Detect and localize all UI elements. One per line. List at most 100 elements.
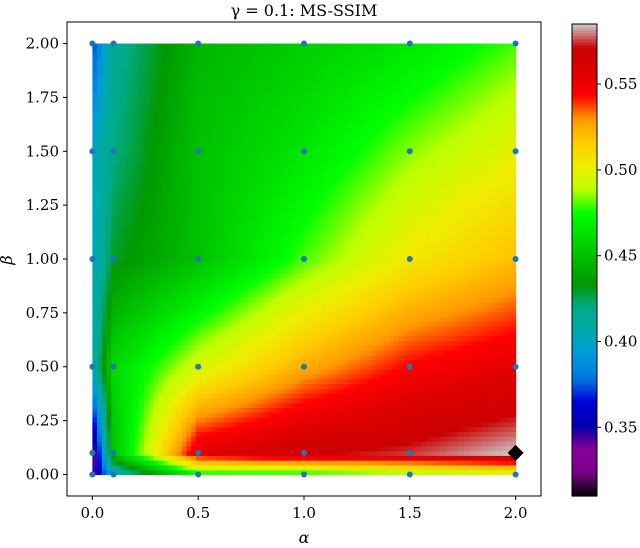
heatmap-cell: [209, 302, 216, 308]
heatmap-cell: [332, 302, 338, 308]
heatmap-cell: [289, 440, 296, 447]
heatmap-cell: [271, 460, 277, 466]
heatmap-cell: [195, 330, 202, 337]
heatmap-cell: [308, 273, 314, 279]
heatmap-cell: [360, 417, 366, 423]
heatmap-cell: [365, 469, 371, 476]
heatmap-cell: [336, 417, 343, 423]
heatmap-cell: [454, 455, 460, 461]
heatmap-cell: [402, 464, 409, 471]
heatmap-cell: [459, 407, 465, 413]
heatmap-cell: [449, 407, 456, 413]
heatmap-cell: [200, 460, 206, 466]
heatmap-cell: [402, 316, 409, 322]
heatmap-cell: [426, 287, 432, 294]
heatmap-cell: [369, 215, 376, 222]
heatmap-cell: [294, 388, 300, 394]
heatmap-cell: [407, 263, 413, 270]
heatmap-cell: [435, 235, 441, 241]
heatmap-cell: [134, 268, 141, 274]
heatmap-cell: [435, 311, 441, 318]
heatmap-cell: [158, 426, 164, 432]
heatmap-cell: [510, 292, 517, 298]
heatmap-cell: [369, 426, 376, 432]
heatmap-cell: [224, 445, 230, 452]
heatmap-cell: [299, 402, 305, 409]
heatmap-cell: [271, 330, 277, 337]
heatmap-cell: [130, 321, 136, 327]
heatmap-cell: [332, 335, 338, 341]
heatmap-cell: [355, 263, 362, 270]
heatmap-cell: [477, 302, 484, 308]
heatmap-cell: [449, 417, 456, 423]
heatmap-cell: [214, 259, 220, 265]
heatmap-cell: [177, 297, 183, 303]
heatmap-cell: [214, 469, 220, 476]
heatmap-cell: [416, 455, 423, 461]
heatmap-cell: [177, 431, 183, 437]
heatmap-cell: [379, 397, 385, 404]
heatmap-cell: [214, 297, 220, 303]
heatmap-cell: [459, 364, 465, 370]
heatmap-cell: [379, 292, 385, 298]
heatmap-cell: [402, 263, 409, 270]
heatmap-cell: [271, 421, 277, 428]
heatmap-cell: [219, 402, 225, 409]
heatmap-cell: [242, 359, 249, 365]
heatmap-cell: [454, 235, 460, 241]
heatmap-cell: [318, 436, 324, 442]
heatmap-cell: [412, 249, 418, 255]
heatmap-cell: [209, 354, 216, 361]
heatmap-cell: [336, 383, 343, 389]
heatmap-cell: [120, 426, 126, 432]
heatmap-cell: [209, 259, 216, 265]
heatmap-cell: [459, 321, 465, 327]
heatmap-cell: [224, 263, 230, 270]
heatmap-cell: [289, 316, 296, 322]
heatmap-cell: [383, 263, 390, 270]
heatmap-cell: [468, 412, 474, 418]
heatmap-cell: [430, 335, 437, 341]
heatmap-cell: [191, 364, 197, 370]
heatmap-cell: [261, 378, 267, 385]
heatmap-cell: [468, 254, 474, 260]
heatmap-cell: [247, 469, 253, 476]
heatmap-cell: [426, 345, 432, 351]
heatmap-cell: [473, 412, 479, 418]
heatmap-cell: [209, 436, 216, 442]
heatmap-cell: [393, 417, 399, 423]
heatmap-cell: [158, 326, 164, 332]
heatmap-cell: [346, 239, 352, 246]
heatmap-cell: [271, 268, 277, 274]
heatmap-cell: [388, 445, 394, 452]
heatmap-cell: [238, 407, 244, 413]
heatmap-cell: [242, 249, 249, 255]
heatmap-cell: [111, 397, 117, 404]
heatmap-cell: [92, 220, 98, 227]
heatmap-cell: [195, 369, 202, 375]
heatmap-cell: [247, 287, 253, 294]
heatmap-cell: [144, 311, 150, 318]
heatmap-cell: [374, 225, 380, 231]
heatmap-cell: [167, 354, 173, 361]
heatmap-cell: [308, 397, 314, 404]
heatmap-cell: [477, 445, 484, 452]
heatmap-cell: [228, 206, 235, 212]
heatmap-cell: [92, 354, 98, 361]
heatmap-cell: [256, 436, 263, 442]
heatmap-cell: [341, 402, 347, 409]
heatmap-cell: [214, 464, 220, 471]
heatmap-cell: [275, 359, 282, 365]
heatmap-cell: [233, 211, 239, 217]
heatmap-cell: [402, 440, 409, 447]
heatmap-cell: [435, 359, 441, 365]
heatmap-cell: [299, 321, 305, 327]
heatmap-cell: [487, 345, 493, 351]
heatmap-cell: [473, 417, 479, 423]
heatmap-cell: [369, 330, 376, 337]
heatmap-cell: [139, 359, 145, 365]
heatmap-cell: [341, 345, 347, 351]
heatmap-cell: [510, 220, 517, 227]
heatmap-cell: [313, 402, 319, 409]
heatmap-cell: [332, 326, 338, 332]
